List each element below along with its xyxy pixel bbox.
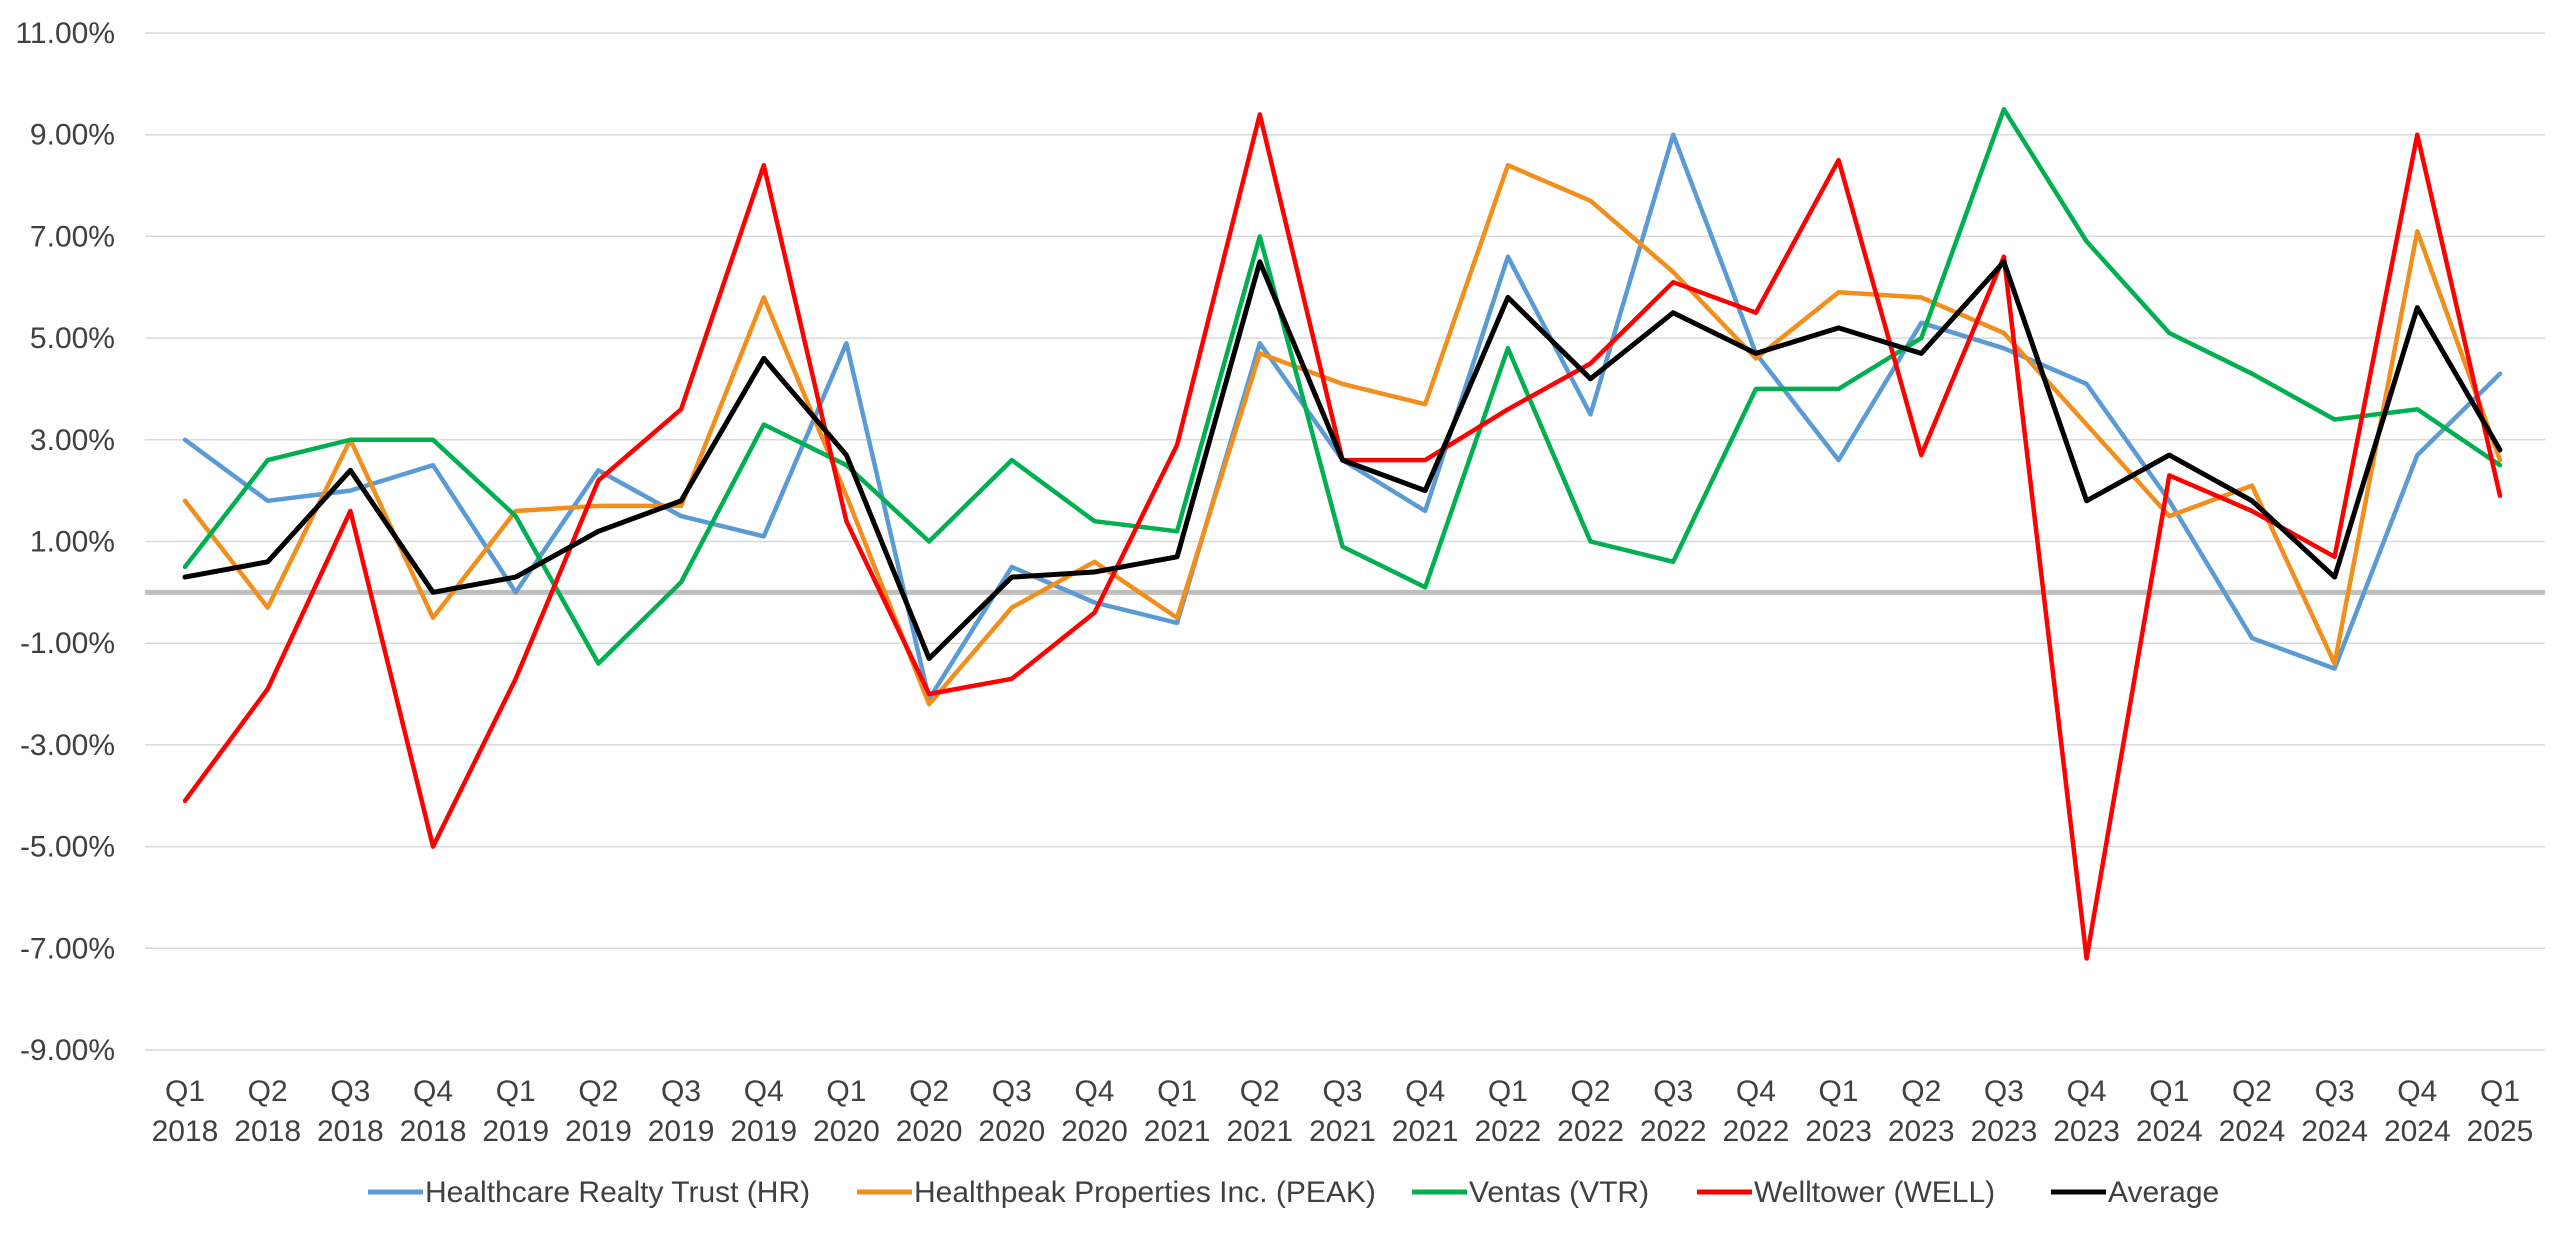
x-tick-label: Q3 2021 xyxy=(1309,1075,1376,1148)
y-tick-label: -7.00% xyxy=(20,932,115,965)
x-tick-label: Q1 2020 xyxy=(813,1075,880,1148)
series-line-welltower-well xyxy=(182,112,2503,961)
y-tick-label: -9.00% xyxy=(20,1034,115,1067)
y-tick-label: 1.00% xyxy=(30,526,115,559)
x-tick-label: Q1 2021 xyxy=(1144,1075,1211,1148)
x-tick-label: Q2 2020 xyxy=(896,1075,963,1148)
x-tick-label: Q1 2022 xyxy=(1474,1075,1541,1148)
legend: Healthcare Realty Trust (HR) Healthpeak P… xyxy=(368,1176,2219,1209)
x-tick-label: Q4 2023 xyxy=(2053,1075,2120,1148)
x-tick-label: Q2 2021 xyxy=(1226,1075,1293,1148)
legend-item-healthpeak-properties-inc-peak: Healthpeak Properties Inc. (PEAK) xyxy=(857,1176,1376,1209)
y-tick-label: 5.00% xyxy=(30,322,115,355)
legend-label: Average xyxy=(2108,1176,2219,1209)
x-tick-label: Q4 2024 xyxy=(2384,1075,2451,1148)
x-tick-label: Q3 2018 xyxy=(317,1075,384,1148)
y-tick-label: 7.00% xyxy=(30,220,115,253)
legend-label: Ventas (VTR) xyxy=(1469,1176,1649,1209)
x-tick-label: Q1 2025 xyxy=(2467,1075,2534,1148)
y-tick-label: 11.00% xyxy=(15,17,115,50)
x-tick-label: Q1 2023 xyxy=(1805,1075,1872,1148)
y-tick-label: -5.00% xyxy=(20,831,115,864)
x-tick-label: Q3 2020 xyxy=(978,1075,1045,1148)
x-tick-label: Q2 2023 xyxy=(1888,1075,1955,1148)
x-tick-label: Q3 2023 xyxy=(1971,1075,2038,1148)
legend-label: Welltower (WELL) xyxy=(1754,1176,1995,1209)
x-tick-label: Q2 2018 xyxy=(234,1075,301,1148)
x-tick-label: Q4 2021 xyxy=(1392,1075,1459,1148)
legend-item-healthcare-realty-trust-hr: Healthcare Realty Trust (HR) xyxy=(368,1176,810,1209)
y-tick-label: 9.00% xyxy=(30,119,115,152)
x-tick-label: Q2 2022 xyxy=(1557,1075,1624,1148)
y-tick-label: -1.00% xyxy=(20,627,115,660)
y-tick-label: -3.00% xyxy=(20,729,115,762)
series-line-healthpeak-properties-inc-peak xyxy=(182,162,2503,707)
series-line-healthcare-realty-trust-hr xyxy=(182,132,2503,702)
x-tick-label: Q1 2019 xyxy=(482,1075,549,1148)
x-tick-label: Q3 2024 xyxy=(2301,1075,2368,1148)
x-tick-label: Q2 2024 xyxy=(2219,1075,2286,1148)
series-line-ventas-vtr xyxy=(182,107,2503,666)
legend-item-welltower-well: Welltower (WELL) xyxy=(1697,1176,1995,1209)
series-line-average xyxy=(182,259,2503,661)
x-tick-label: Q4 2020 xyxy=(1061,1075,1128,1148)
x-tick-label: Q4 2019 xyxy=(730,1075,797,1148)
y-tick-label: 3.00% xyxy=(30,424,115,457)
x-tick-label: Q3 2022 xyxy=(1640,1075,1707,1148)
x-tick-label: Q4 2018 xyxy=(400,1075,467,1148)
legend-label: Healthcare Realty Trust (HR) xyxy=(425,1176,810,1209)
x-tick-label: Q1 2024 xyxy=(2136,1075,2203,1148)
x-tick-label: Q1 2018 xyxy=(152,1075,219,1148)
gridlines xyxy=(145,32,2545,1051)
x-tick-label: Q3 2019 xyxy=(648,1075,715,1148)
y-axis-tick-labels: -9.00% -7.00% -5.00% -3.00% -1.00% 1.00% 3.00%… xyxy=(15,17,115,1067)
x-tick-label: Q2 2019 xyxy=(565,1075,632,1148)
legend-label: Healthpeak Properties Inc. (PEAK) xyxy=(914,1176,1376,1209)
series-lines xyxy=(182,107,2503,961)
x-tick-label: Q4 2022 xyxy=(1723,1075,1790,1148)
legend-item-ventas-vtr: Ventas (VTR) xyxy=(1412,1176,1649,1209)
legend-item-average: Average xyxy=(2051,1176,2219,1209)
